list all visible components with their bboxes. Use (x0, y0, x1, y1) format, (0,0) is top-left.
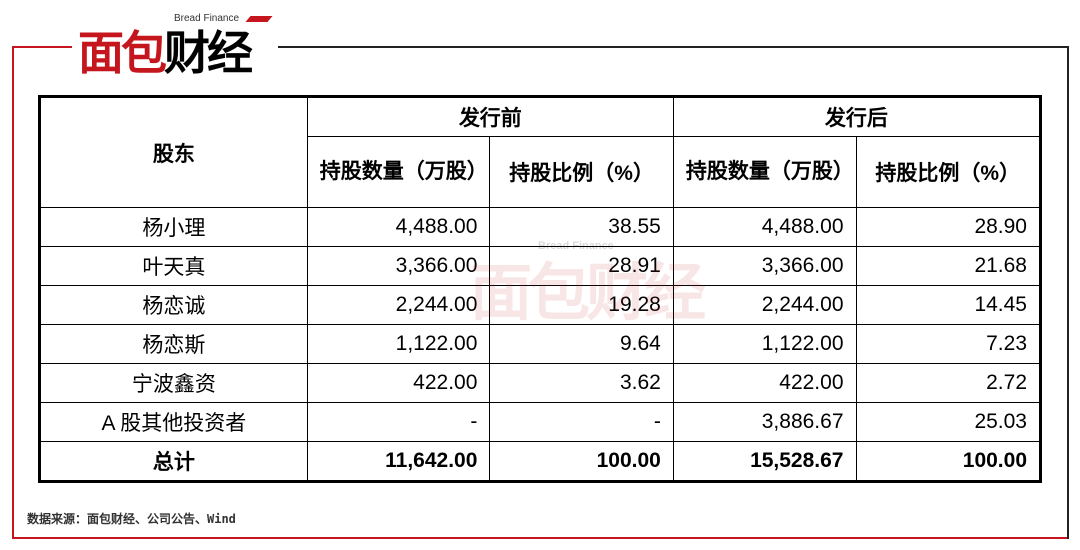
cell: 2,244.00 (672, 285, 857, 325)
frame-left-red (12, 46, 14, 539)
cell: 28.91 (489, 246, 674, 286)
header-row: 股东 发行前 发行后 (39, 96, 1042, 208)
shareholder-name: 杨小理 (39, 207, 308, 247)
cell: 2.72 (855, 363, 1041, 403)
cell: 4,488.00 (306, 207, 491, 247)
cell: 7.23 (855, 324, 1041, 364)
data-source: 数据来源：面包财经、公司公告、Wind (27, 512, 236, 526)
cell: 28.90 (855, 207, 1041, 247)
shareholder-name: 叶天真 (39, 246, 308, 286)
cell: 14.45 (855, 285, 1041, 325)
table-row: 杨小理 4,488.00 38.55 4,488.00 28.90 (39, 207, 1041, 247)
header-shares: 持股数量（万股） (672, 136, 857, 208)
header-ratio: 持股比例（%） (855, 136, 1041, 208)
shareholding-table: 股东 发行前 发行后 持股数量（万股） 持股比例（%） 持股数量（万股） 持股比… (38, 95, 1042, 483)
shareholder-name: A 股其他投资者 (39, 402, 308, 442)
header-before: 发行前 (306, 96, 674, 137)
frame-top-left-red (12, 46, 72, 48)
cell: - (306, 402, 491, 442)
shareholder-name: 宁波鑫资 (39, 363, 308, 403)
logo-cn-red: 面包 (78, 27, 167, 79)
total-label: 总计 (39, 441, 308, 482)
cell: 15,528.67 (672, 441, 857, 482)
header-after: 发行后 (672, 96, 1042, 137)
frame-top-black (278, 46, 1069, 48)
cell: 11,642.00 (306, 441, 491, 482)
table-row: 叶天真 3,366.00 28.91 3,366.00 21.68 (39, 246, 1041, 286)
logo-cn-black: 财经 (164, 27, 253, 79)
cell: 25.03 (855, 402, 1041, 442)
shareholder-name: 杨恋诚 (39, 285, 308, 325)
cell: 100.00 (855, 441, 1041, 482)
cell: 21.68 (855, 246, 1041, 286)
header-shareholder: 股东 (39, 96, 308, 208)
cell: 100.00 (489, 441, 674, 482)
header-shares: 持股数量（万股） (306, 136, 491, 208)
shareholder-name: 杨恋斯 (39, 324, 308, 364)
cell: 2,244.00 (306, 285, 491, 325)
cell: 3.62 (489, 363, 674, 403)
logo-bar (245, 16, 273, 22)
total-row: 总计 11,642.00 100.00 15,528.67 100.00 (39, 441, 1041, 482)
logo-english: Bread Finance (174, 13, 240, 24)
cell: 3,366.00 (306, 246, 491, 286)
table-row: A 股其他投资者 - -3,886.67 25.03 (39, 402, 1041, 442)
subheader-row: 持股数量（万股） 持股比例（%） 持股数量（万股） 持股比例（%） (40, 136, 1041, 208)
cell: 422.00 (306, 363, 491, 403)
cell: 3,886.67 (672, 402, 857, 442)
cell: - (489, 402, 674, 442)
cell: 4,488.00 (672, 207, 857, 247)
table-row: 杨恋诚 2,244.00 19.28 2,244.00 14.45 (39, 285, 1041, 325)
watermark-logo: Bread Finance 面包财经 (470, 240, 706, 328)
header-ratio: 持股比例（%） (489, 136, 674, 208)
cell: 1,122.00 (306, 324, 491, 364)
table-row: 杨恋斯 1,122.00 9.64 1,122.00 7.23 (39, 324, 1041, 364)
cell: 1,122.00 (672, 324, 857, 364)
frame-right-black (1067, 46, 1069, 539)
cell: 19.28 (489, 285, 674, 325)
logo: Bread Finance 面包财经 (78, 10, 274, 78)
cell: 422.00 (672, 363, 857, 403)
table-row: 宁波鑫资 422.00 3.62 422.00 2.72 (39, 363, 1041, 403)
frame-bottom-red (12, 537, 1069, 539)
